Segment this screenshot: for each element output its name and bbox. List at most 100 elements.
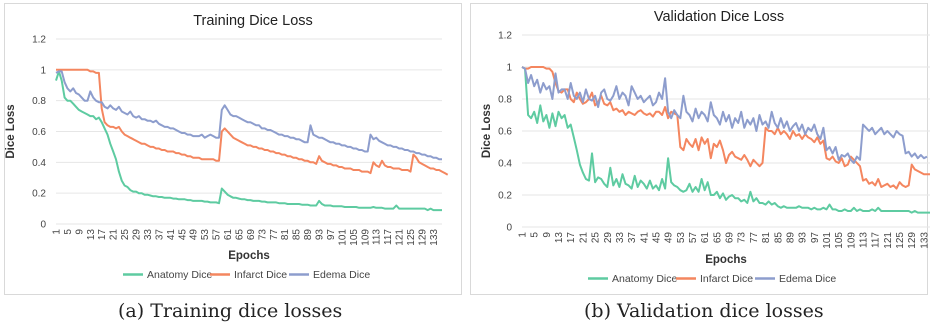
x-tick-label: 61 [223,229,234,241]
series-line-infarct [56,68,449,176]
legend-label-edema: Edema Dice [779,273,836,285]
series-line-edema [55,70,442,161]
x-tick-label: 33 [143,229,154,241]
y-tick-label: 0 [506,223,512,234]
series-line-anatomy [521,66,930,214]
x-tick-label: 85 [773,232,784,244]
x-tick-label: 1 [52,229,63,235]
series-line-infarct [521,66,930,190]
caption-validation: (b) Validation dice losses [584,300,824,322]
x-tick-label: 133 [919,232,930,249]
x-tick-label: 93 [798,232,809,244]
x-tick-label: 69 [246,229,257,241]
x-tick-label: 53 [676,232,687,244]
y-tick-label: 0.4 [498,159,512,170]
y-tick-label: 1.2 [32,35,46,46]
x-tick-label: 101 [822,232,833,249]
legend-label-anatomy: Anatomy Dice [147,269,213,281]
legend: Anatomy Dice Infarct Dice Edema Dice [588,273,836,285]
y-tick-label: 1.2 [498,31,512,42]
x-axis-label: Epochs [705,254,747,266]
legend-label-anatomy: Anatomy Dice [612,273,678,285]
gridlines [522,34,930,228]
legend-label-infarct: Infarct Dice [700,273,753,285]
x-tick-label: 5 [530,232,541,238]
x-tick-label: 29 [132,229,143,241]
x-axis-label: Epochs [228,250,270,262]
x-tick-label: 17 [97,229,108,241]
y-tick-label: 0.4 [32,158,46,169]
x-tick-label: 37 [627,232,638,244]
x-tick-label: 105 [834,232,845,249]
x-tick-label: 109 [360,229,371,246]
x-tick-label: 25 [591,232,602,244]
y-tick-label: 1 [506,63,512,74]
x-tick-label: 13 [554,232,565,244]
y-axis-label: Dice Loss [5,104,17,158]
caption-training: (a) Training dice losses [118,300,343,322]
x-tick-label: 117 [871,232,882,248]
x-tick-label: 93 [315,229,326,241]
x-tick-label: 101 [337,229,348,246]
x-tick-label: 1 [518,232,529,238]
chart-frame [4,3,462,295]
y-tick-label: 1 [40,65,46,76]
x-tick-label: 49 [664,232,675,244]
x-tick-label: 29 [603,232,614,244]
y-tick-label: 0.6 [498,127,512,138]
x-tick-label: 113 [372,229,383,245]
x-tick-label: 65 [712,232,723,244]
x-tick-label: 129 [417,229,428,246]
legend-label-edema: Edema Dice [313,269,370,281]
x-tick-label: 121 [395,229,406,246]
x-tick-label: 21 [578,232,589,244]
x-tick-label: 61 [700,232,711,244]
x-tick-label: 37 [154,229,165,241]
y-tick-label: 0.6 [32,127,46,138]
x-tick-label: 81 [761,232,772,244]
gridlines [56,38,442,225]
x-tick-label: 45 [177,229,188,241]
x-tick-label: 81 [280,229,291,241]
x-tick-label: 9 [542,232,553,238]
x-tick-label: 97 [326,229,337,241]
x-tick-label: 57 [212,229,223,241]
x-tick-label: 13 [86,229,97,241]
y-tick-label: 0 [40,220,46,231]
x-tick-label: 21 [109,229,120,241]
x-tick-label: 113 [859,232,870,248]
x-tick-label: 73 [737,232,748,244]
chart-title: Validation Dice Loss [654,9,784,25]
x-tick-label: 65 [234,229,245,241]
x-tick-label: 33 [615,232,626,244]
series-line-edema [521,66,928,164]
x-tick-label: 41 [639,232,650,244]
x-tick-label: 105 [349,229,360,246]
x-tick-label: 117 [383,229,394,245]
x-tick-label: 49 [189,229,200,241]
x-tick-label: 109 [846,232,857,249]
x-tick-label: 89 [785,232,796,244]
legend-label-infarct: Infarct Dice [234,269,287,281]
y-tick-label: 0.2 [32,189,46,200]
x-tick-label: 121 [883,232,894,249]
x-tick-label: 69 [725,232,736,244]
x-tick-label: 9 [74,229,85,235]
x-tick-label: 97 [810,232,821,244]
x-tick-label: 89 [303,229,314,241]
y-tick-label: 0.8 [498,95,512,106]
training-chart-panel: Training Dice Loss 0 0.2 0.4 0.6 0.8 1 1.2 1 5 9 13… [0,0,465,300]
x-tick-label: 45 [651,232,662,244]
x-tick-label: 85 [292,229,303,241]
chart-title: Training Dice Loss [193,13,313,29]
x-tick-label: 17 [566,232,577,244]
x-tick-label: 25 [120,229,131,241]
x-tick-label: 125 [895,232,906,249]
y-axis-label: Dice Loss [481,104,493,158]
x-tick-label: 5 [63,229,74,235]
x-tick-label: 53 [200,229,211,241]
y-tick-label: 0.2 [498,191,512,202]
x-tick-label: 73 [257,229,268,241]
